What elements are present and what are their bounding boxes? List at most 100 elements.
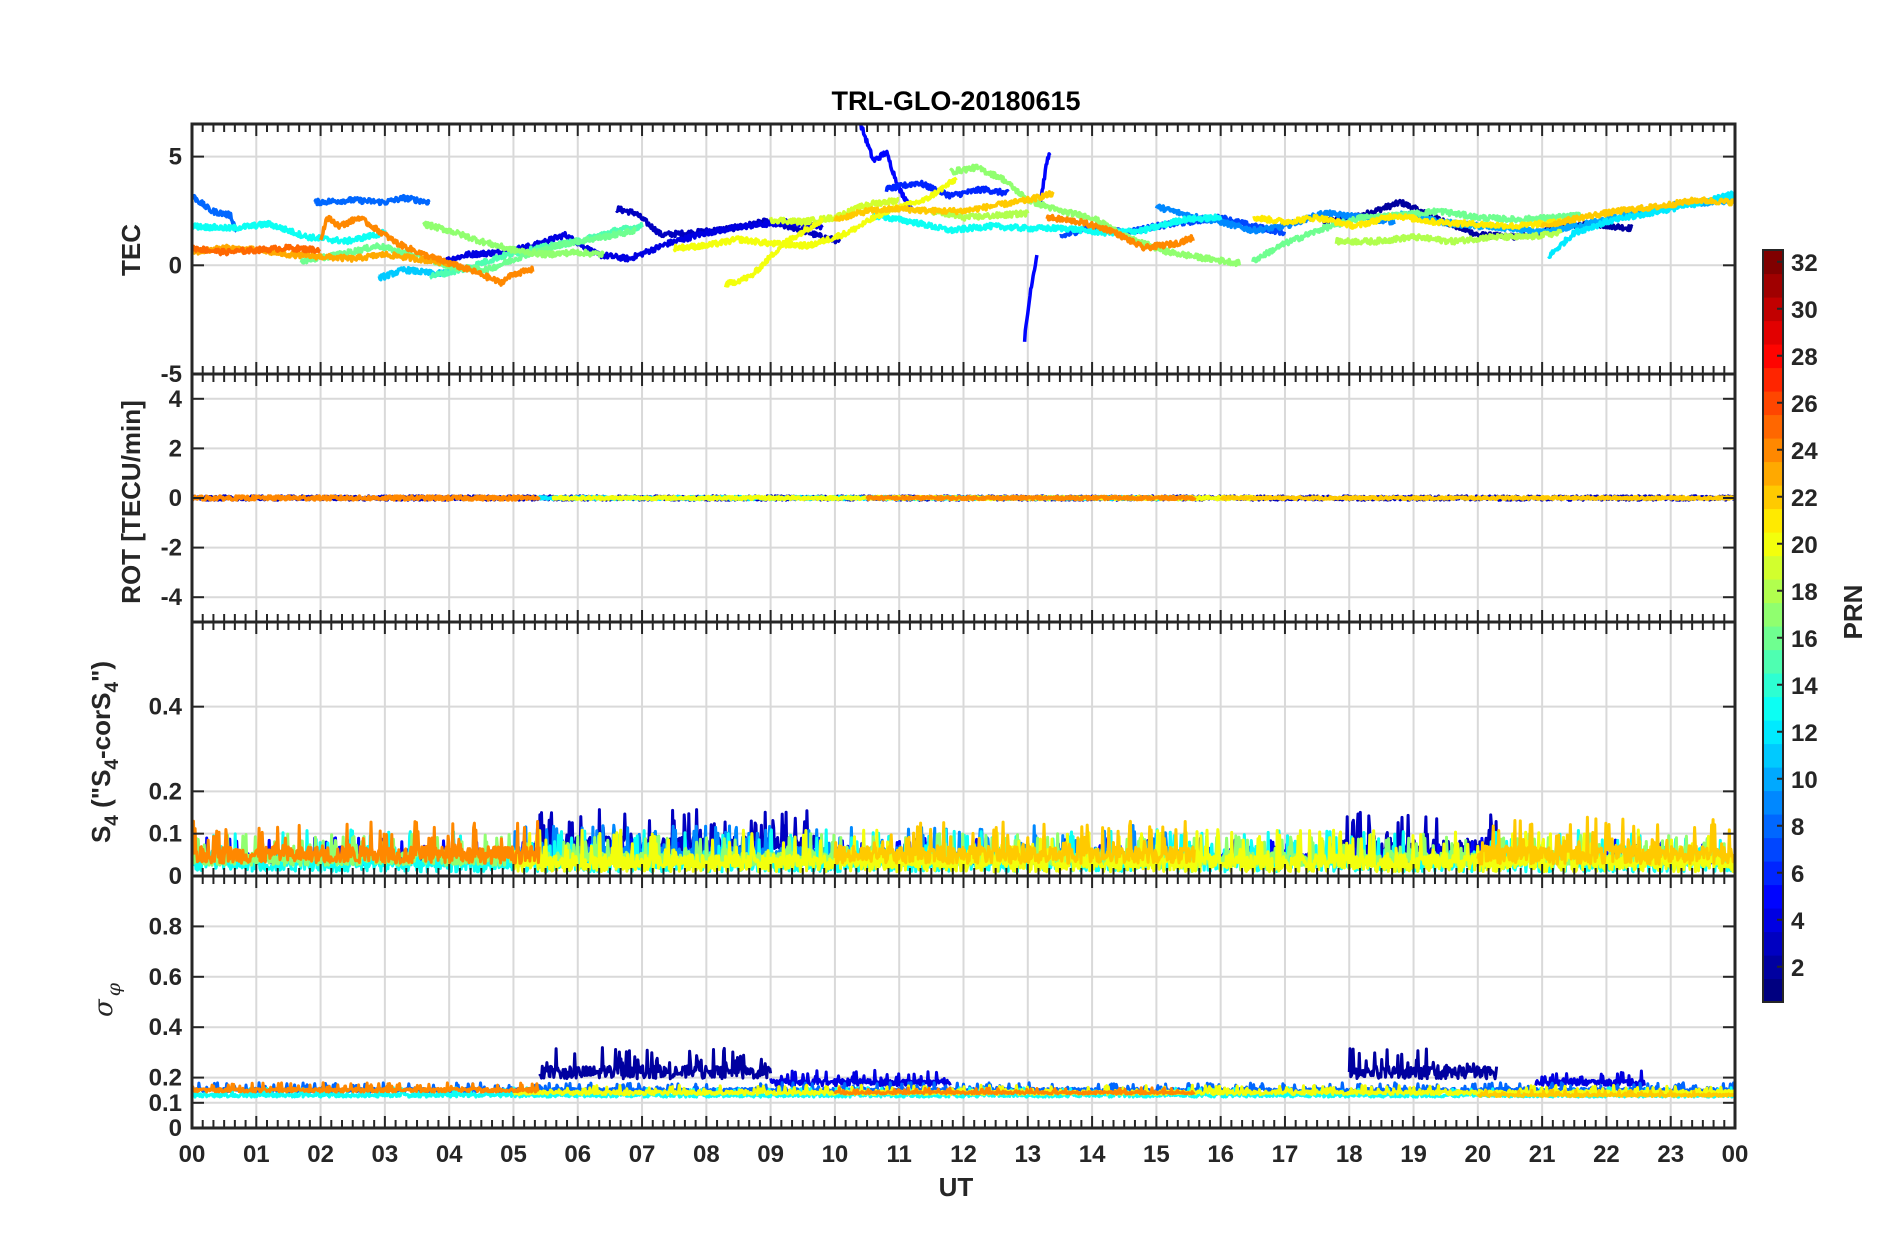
x-tick-label: 06	[564, 1141, 591, 1168]
colorbar-segment-prn-8	[1763, 814, 1783, 839]
tec-series-prn-8	[192, 193, 238, 233]
s4-open: ("S	[86, 770, 116, 816]
colorbar-segment-prn-1	[1763, 978, 1783, 1003]
tec-series-prn-20	[723, 217, 824, 288]
x-tick-label: 14	[1079, 1141, 1106, 1168]
sigma_phi-y-tick-label: 0	[169, 1115, 182, 1142]
s4-axis-title: S4 ("S4-corS4")	[86, 661, 123, 843]
tec-axis-title: TEC	[116, 224, 146, 276]
colorbar-segment-prn-11	[1763, 743, 1783, 768]
s4-close: ")	[86, 661, 116, 682]
x-tick-label: 09	[757, 1141, 784, 1168]
tec-series-prn-6	[884, 179, 1010, 200]
sigma_phi-series-prn-2	[1347, 1047, 1499, 1081]
sigma_phi-series-prn-24	[833, 1086, 1196, 1096]
tec-series-prn-8	[313, 193, 431, 207]
colorbar-segment-prn-13	[1763, 696, 1783, 721]
s4-symbol: S	[86, 826, 116, 843]
colorbar-segment-prn-2	[1763, 955, 1783, 980]
colorbar-segment-prn-24	[1763, 438, 1783, 463]
colorbar-tick-label: 8	[1791, 814, 1804, 841]
rot-y-tick-label: 4	[169, 386, 183, 413]
tec-series-prn-13	[871, 212, 1223, 237]
colorbar-segment-prn-19	[1763, 555, 1783, 580]
colorbar-tick-label: 2	[1791, 955, 1804, 982]
colorbar-segment-prn-7	[1763, 837, 1783, 862]
colorbar-segment-prn-9	[1763, 790, 1783, 815]
colorbar-tick-label: 32	[1791, 250, 1818, 277]
colorbar-tick-label: 12	[1791, 720, 1818, 747]
sigma_phi-series-prn-22	[1476, 1088, 1735, 1098]
s4-y-tick-label: 0.2	[149, 778, 182, 805]
colorbar-tick-label: 24	[1791, 438, 1818, 465]
x-tick-label: 20	[1464, 1141, 1491, 1168]
s4-series-prn-22	[833, 819, 1196, 865]
colorbar-segment-prn-14	[1763, 673, 1783, 698]
x-tick-label: 18	[1336, 1141, 1363, 1168]
rot-series-prn-24	[192, 494, 541, 502]
s4-y-tick-label: 0.1	[149, 821, 182, 848]
sigma-phi-panel: 00.10.2 0.4 0.6 0.8	[149, 874, 1737, 1142]
tec-series-prn-4	[434, 218, 824, 267]
chart-title: TRL-GLO-20180615	[831, 86, 1080, 116]
tec-series-prn-24	[1045, 213, 1196, 252]
colorbar-segment-prn-20	[1763, 532, 1783, 557]
tec-y-tick-label: 5	[169, 144, 182, 171]
colorbar-segment-prn-31	[1763, 273, 1783, 298]
colorbar-tick-label: 22	[1791, 485, 1818, 512]
tec-series-prn-18	[929, 207, 1030, 222]
phi-subscript: φ	[103, 982, 125, 996]
x-tick-label: 10	[822, 1141, 849, 1168]
sigma-symbol: σ	[89, 998, 119, 1017]
colorbar-segment-prn-30	[1763, 297, 1783, 322]
colorbar-tick-label: 20	[1791, 532, 1818, 559]
colorbar-tick-label: 18	[1791, 579, 1818, 606]
x-tick-label: 19	[1400, 1141, 1427, 1168]
colorbar-segment-prn-27	[1763, 367, 1783, 392]
colorbar-segment-prn-16	[1763, 626, 1783, 651]
colorbar-tick-label: 4	[1791, 908, 1805, 935]
colorbar-tick-label: 30	[1791, 297, 1818, 324]
tec-series-prn-13	[192, 219, 387, 246]
tec-series-prn-5	[1022, 254, 1039, 342]
x-tick-label: 17	[1272, 1141, 1299, 1168]
tec-series-prn-20	[672, 176, 958, 253]
x-tick-label: 13	[1014, 1141, 1041, 1168]
x-tick-label: 11	[887, 1141, 912, 1168]
colorbar-tick-label: 16	[1791, 626, 1818, 653]
colorbar-tick-label: 14	[1791, 673, 1818, 700]
s4-minus-cor: -corS	[86, 693, 116, 759]
tec-series-prn-5	[1038, 152, 1052, 203]
colorbar-tick-label: 10	[1791, 767, 1818, 794]
colorbar-segment-prn-10	[1763, 767, 1783, 792]
colorbar-segment-prn-25	[1763, 414, 1783, 439]
colorbar-segment-prn-6	[1763, 861, 1783, 886]
sigma_phi-y-tick-label: 0.1	[149, 1090, 182, 1117]
tec-series-prn-21	[1251, 212, 1563, 230]
x-tick-label: 21	[1529, 1141, 1556, 1168]
colorbar-segment-prn-17	[1763, 602, 1783, 627]
s4-subscript: 4	[102, 815, 123, 826]
s4-y-tick-label: 0.4	[149, 694, 183, 721]
x-tick-label: 12	[950, 1141, 977, 1168]
rot-axis-title: ROT [TECU/min]	[116, 400, 146, 604]
x-tick-label: 08	[693, 1141, 720, 1168]
rot-y-tick-label: -2	[161, 535, 182, 562]
colorbar-segment-prn-21	[1763, 508, 1783, 533]
tec-y-tick-label: -5	[161, 361, 182, 388]
rot-y-tick-label: -4	[161, 584, 183, 611]
x-tick-label: 04	[436, 1141, 463, 1168]
colorbar-segment-prn-32	[1763, 250, 1783, 275]
x-tick-label: 22	[1593, 1141, 1620, 1168]
colorbar-segment-prn-26	[1763, 391, 1783, 416]
sigma_phi-series-prn-4	[769, 1068, 952, 1088]
s4-series-prn-22	[1476, 815, 1735, 866]
rot-y-tick-label: 0	[169, 485, 182, 512]
tec-series-prn-25	[192, 243, 322, 257]
tec-y-tick-label: 0	[169, 252, 182, 279]
tec-series-prn-24	[319, 214, 535, 287]
x-tick-label: 05	[500, 1141, 527, 1168]
x-tick-label: 15	[1143, 1141, 1170, 1168]
